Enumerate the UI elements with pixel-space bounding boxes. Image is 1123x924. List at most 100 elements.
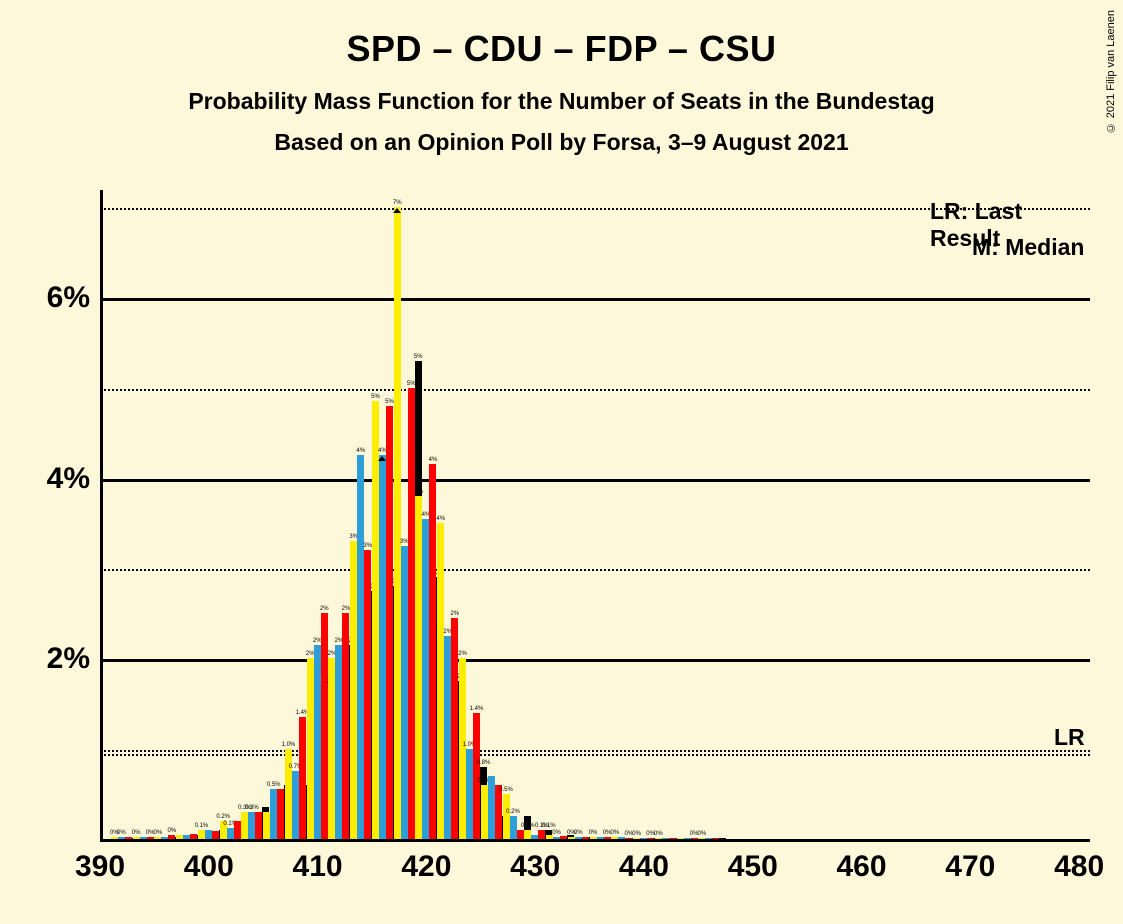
bar-blue [684,838,691,839]
bar-red [255,812,262,839]
x-axis-line [100,839,1090,842]
bar-blue [270,789,277,839]
bar-yellow [568,837,575,839]
bar-red [234,821,241,839]
bar-value-label: 0.1% [521,823,535,829]
bar-blue [335,645,342,839]
bar-red [495,785,502,839]
bar-yellow [611,837,618,839]
bar-yellow [328,658,335,839]
bar-blue [662,838,669,839]
bar-blue [466,749,473,839]
bar-value-label: 4% [429,457,438,463]
x-axis-label: 470 [945,850,995,884]
bar-red [147,837,154,839]
bar-yellow [198,830,205,839]
bar-value-label: 2% [450,611,459,617]
bar-red [560,836,567,839]
bar-red [299,717,306,839]
bar-red [538,830,545,839]
bar-yellow [307,658,314,839]
bar-value-label: 5% [385,399,394,405]
bar-yellow [437,523,444,839]
chart-title: SPD – CDU – FDP – CSU [0,0,1123,70]
bar-red [604,837,611,839]
y-axis-line [100,190,103,840]
bar-value-label: 0% [132,830,141,836]
bar-yellow [133,837,140,839]
bar-value-label: 0% [117,830,126,836]
gridline-dotted [100,569,1090,571]
bar-value-label: 0% [654,831,663,837]
bar-value-label: 4% [436,516,445,522]
y-axis-label: 2% [47,642,90,676]
gridline-solid [100,298,1090,301]
bar-blue [183,835,190,840]
y-axis-label: 4% [47,462,90,496]
bar-value-label: 0% [574,830,583,836]
bar-blue [118,837,125,839]
bar-yellow [677,838,684,839]
bar-value-label: 0% [154,830,163,836]
bar-blue [575,837,582,839]
bar-red [386,406,393,839]
bar-value-label: 0.5% [267,782,281,788]
bar-value-label: 2% [320,606,329,612]
bar-value-label: 0.1% [542,823,556,829]
bar-red [212,831,219,839]
copyright-text: © 2021 Filip van Laenen [1105,10,1117,133]
bar-red [190,834,197,839]
bar-yellow [633,838,640,839]
gridline-dotted [100,750,1090,752]
bar-value-label: 7% [393,200,402,206]
bar-red [712,838,719,839]
bar-red [277,789,284,839]
bar-value-label: 2% [342,606,351,612]
bar-yellow [415,496,422,839]
bar-blue [205,830,212,839]
bar-value-label: 0% [589,830,598,836]
median-marker [393,208,401,213]
bar-blue [705,838,712,839]
bar-value-label: 0.8% [477,760,491,766]
bar-value-label: 0% [610,830,619,836]
chart-plot-area: 2%4%6%390400410420430440450460470480LR: … [100,190,1090,840]
bar-red [473,713,480,839]
bar-yellow [459,658,466,839]
bar-blue [618,837,625,839]
bar-red [517,830,524,839]
bar-red [669,838,676,839]
bar-yellow [394,207,401,839]
x-axis-label: 430 [510,850,560,884]
x-axis-label: 450 [728,850,778,884]
bar-yellow [655,838,662,839]
bar-red [582,837,589,839]
bar-yellow [111,837,118,839]
x-axis-label: 440 [619,850,669,884]
bar-red [408,388,415,839]
bar-yellow [481,785,488,839]
bar-yellow [503,794,510,839]
bar-black [719,838,726,839]
bar-blue [444,636,451,839]
bar-yellow [285,749,292,839]
bar-value-label: 0.5% [499,787,513,793]
bar-yellow [590,837,597,839]
gridline-dotted [100,389,1090,391]
bar-yellow [372,401,379,839]
bar-blue [401,546,408,839]
bar-value-label: 1.4% [470,706,484,712]
bar-blue [248,812,255,839]
bar-blue [357,455,364,839]
bar-red [321,613,328,839]
bar-blue [640,838,647,839]
legend-median: M: Median [972,234,1084,261]
x-axis-label: 460 [837,850,887,884]
bar-blue [531,835,538,839]
chart-subtitle-2: Based on an Opinion Poll by Forsa, 3–9 A… [0,129,1123,156]
bar-yellow [154,837,161,839]
bar-blue [314,645,321,839]
chart-subtitle: Probability Mass Function for the Number… [0,88,1123,115]
bar-yellow [350,541,357,839]
bar-value-label: 0% [168,828,177,834]
